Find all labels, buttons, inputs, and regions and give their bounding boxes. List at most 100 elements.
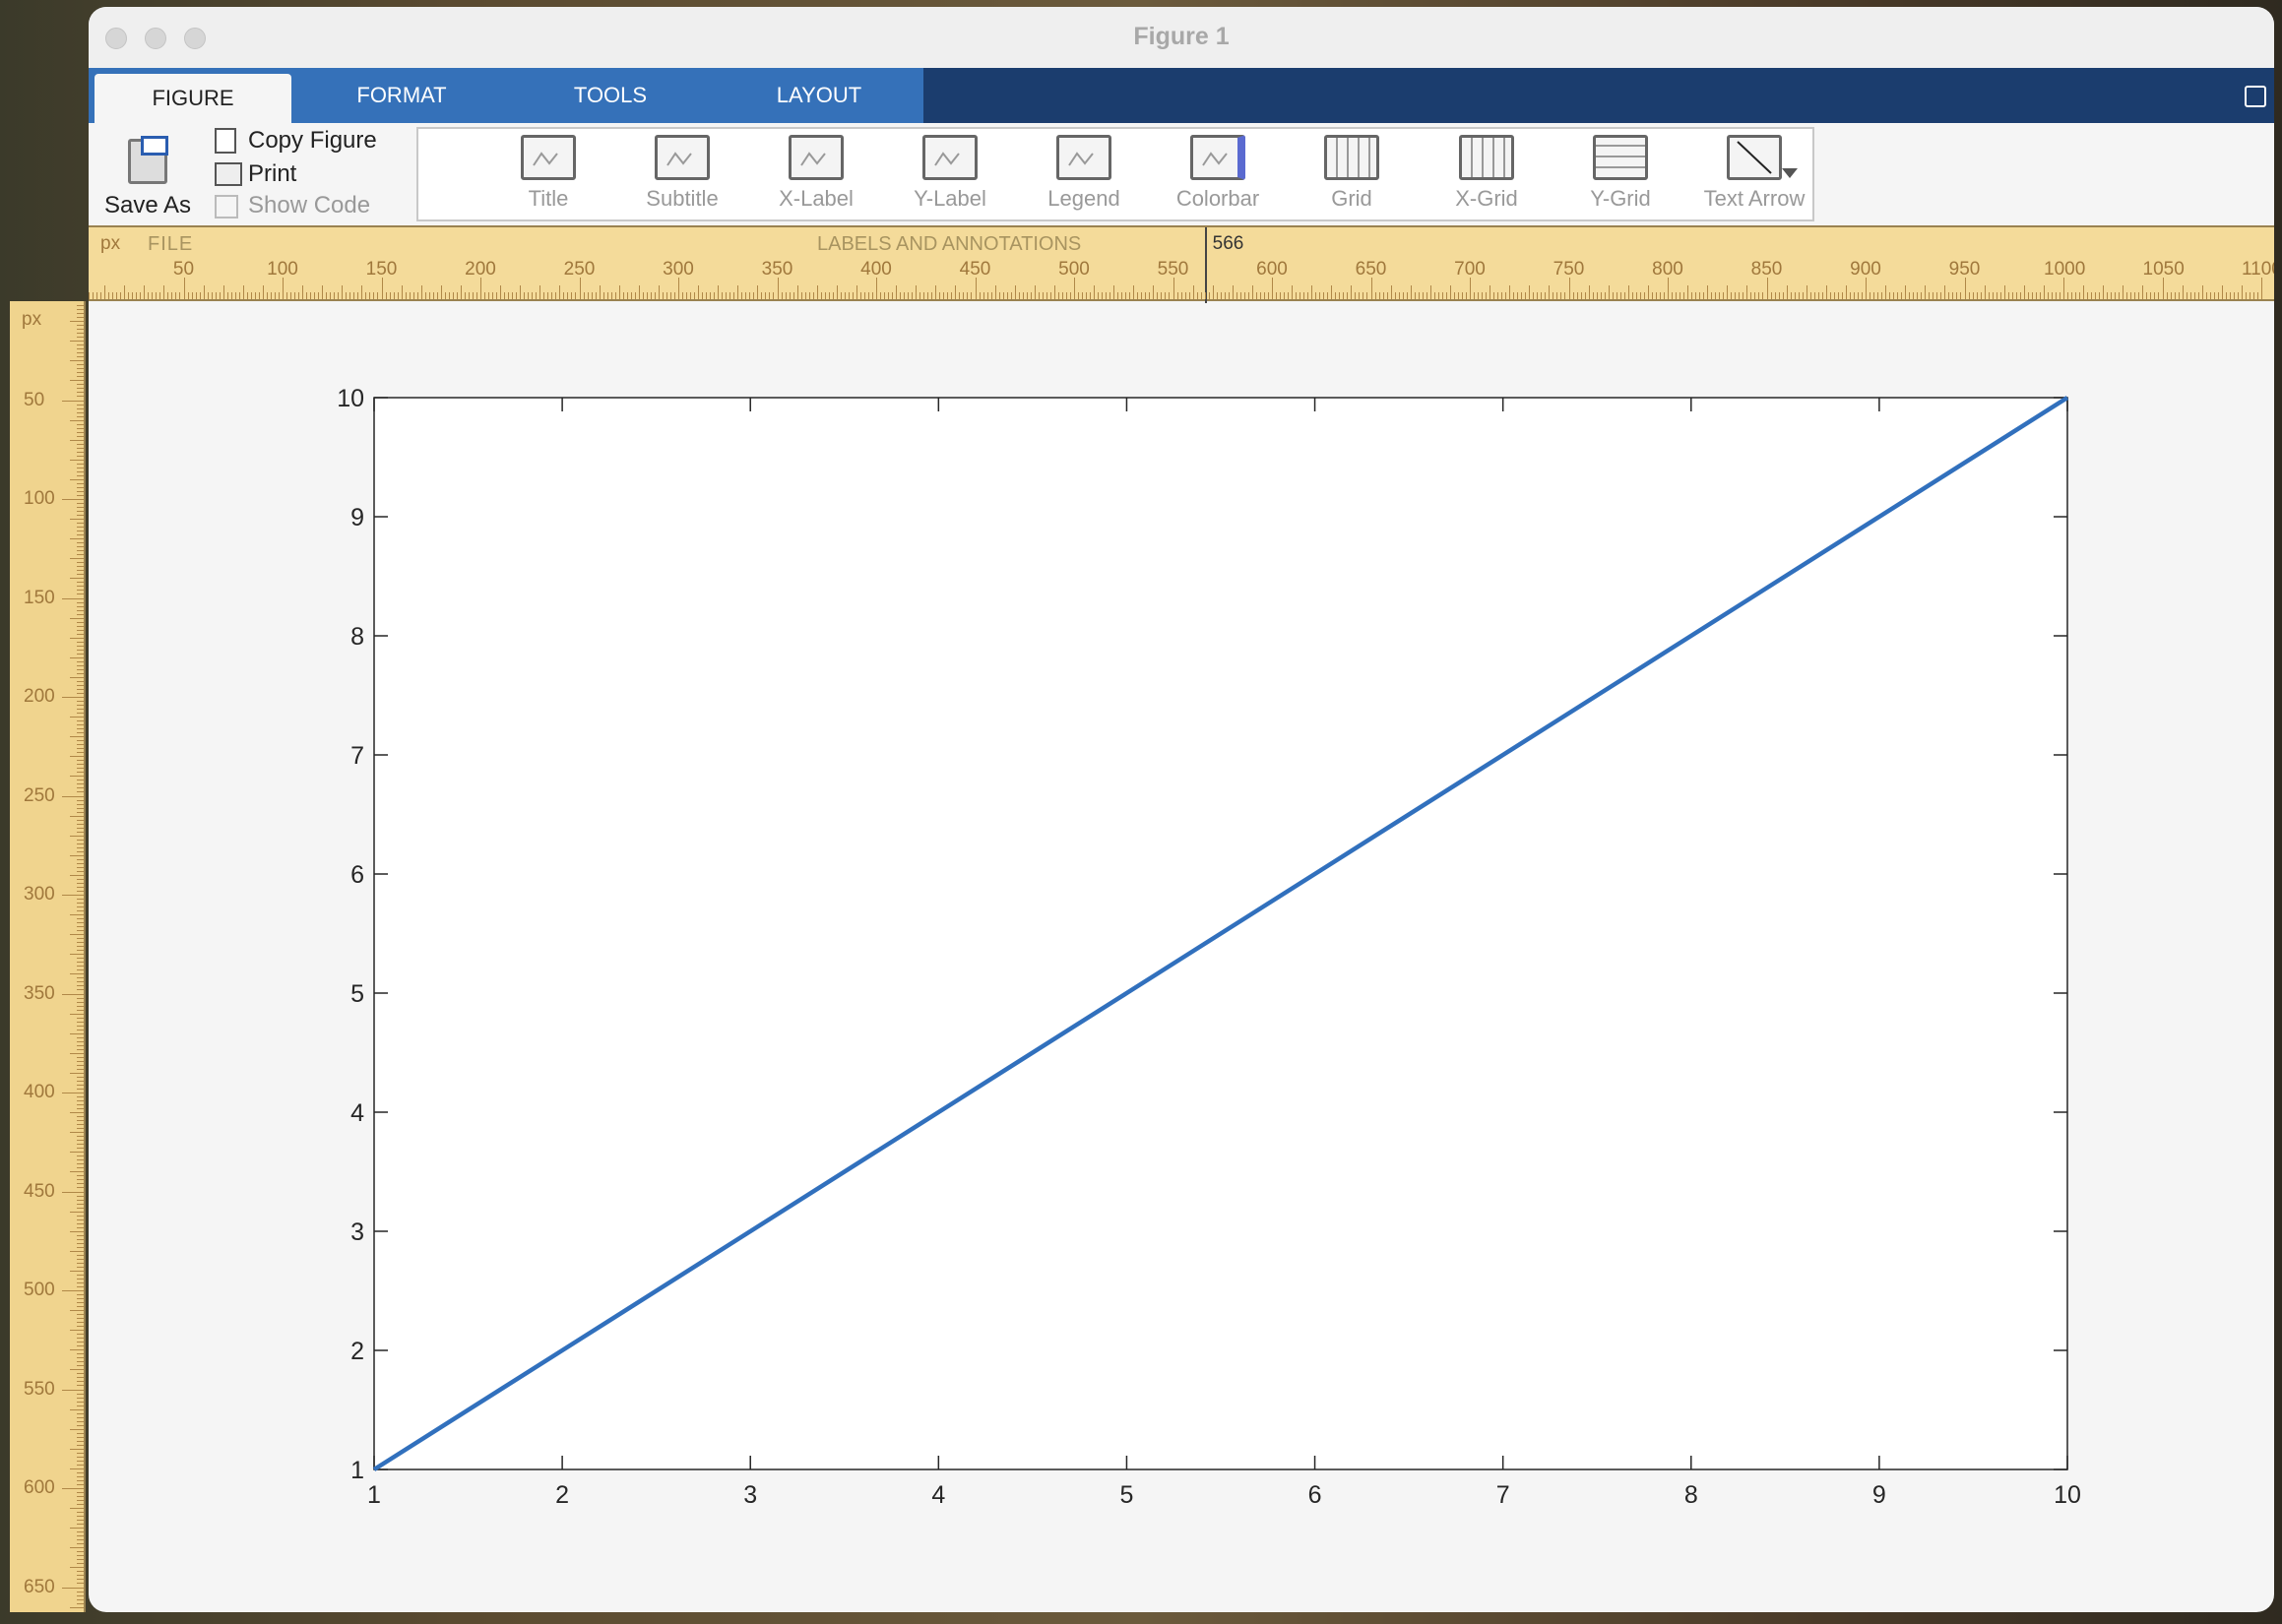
ruler-tick-label: 100 — [267, 259, 298, 280]
horizontal-ruler[interactable]: px FILE LABELS AND ANNOTATIONS 566 50 100… — [89, 225, 2274, 303]
ruler-tick-label: 1050 — [2142, 259, 2185, 280]
series-line — [372, 396, 2069, 1471]
ruler-tick-label: 550 — [1157, 259, 1189, 280]
print-button[interactable]: Print — [215, 158, 412, 190]
gallery-item-text-arrow[interactable]: Text Arrow — [1695, 131, 1813, 219]
ruler-marker-value: 566 — [1212, 233, 1244, 254]
ruler-tick-label: 350 — [24, 982, 55, 1004]
x-tick-label: 4 — [931, 1481, 945, 1509]
save-as-button[interactable]: Save As — [98, 125, 207, 223]
gallery-item-label: Grid — [1331, 186, 1372, 211]
gallery-item-title[interactable]: Title — [489, 131, 607, 219]
y-tick-label: 8 — [350, 623, 364, 651]
undock-icon[interactable] — [2245, 86, 2266, 107]
ruler-tick-label: 950 — [1948, 259, 1981, 280]
ruler-tick-label: 600 — [24, 1477, 55, 1498]
labels-gallery — [416, 127, 1814, 221]
title-bar: Figure 1 — [89, 7, 2274, 68]
gallery-item-label: X-Label — [779, 186, 854, 211]
ruler-unit-dropdown[interactable]: px — [100, 233, 121, 254]
ruler-tick-label: 100 — [24, 488, 55, 509]
x-tick-label: 10 — [2054, 1481, 2081, 1509]
ruler-tick-label: 1100 — [2242, 259, 2274, 280]
vertical-ruler-unit: px — [22, 309, 42, 330]
tab-format[interactable]: FORMAT — [356, 83, 447, 107]
title-icon — [521, 135, 576, 180]
ruler-tick-label: 600 — [1256, 259, 1288, 280]
gallery-item-x-label[interactable]: X-Label — [757, 131, 875, 219]
y-tick-label: 4 — [350, 1099, 364, 1127]
y-tick-label: 2 — [350, 1338, 364, 1365]
ruler-tick-label: 300 — [663, 259, 694, 280]
save-as-label: Save As — [104, 192, 192, 219]
ruler-tick-label: 400 — [24, 1082, 55, 1102]
ruler-tick-label: 50 — [172, 259, 195, 280]
gallery-item-label: Y-Grid — [1590, 186, 1651, 211]
ruler-tick-label: 200 — [465, 259, 496, 280]
gallery-item-y-grid[interactable]: Y-Grid — [1561, 131, 1680, 219]
gallery-item-colorbar[interactable]: Colorbar — [1159, 131, 1277, 219]
gallery-item-label: Y-Label — [914, 186, 986, 211]
ruler-tick-label: 150 — [24, 587, 55, 608]
copy-icon — [215, 128, 236, 154]
gallery-item-x-grid[interactable]: X-Grid — [1427, 131, 1546, 219]
ruler-tick-label: 650 — [24, 1576, 55, 1597]
x-tick-label: 8 — [1684, 1481, 1698, 1509]
tab-figure[interactable]: FIGURE — [95, 74, 291, 123]
x-tick-label: 9 — [1872, 1481, 1886, 1509]
gallery-item-label: Text Arrow — [1703, 186, 1806, 211]
ruler-tick-label: 250 — [563, 259, 596, 280]
x-label-icon — [789, 135, 844, 180]
ruler-tick-label: 1000 — [2044, 259, 2086, 280]
vertical-ruler[interactable]: px 50 100 150 200 250 300 350 400 450 500 550 600 65… — [10, 301, 86, 1612]
ruler-tick-label: 500 — [1058, 259, 1090, 280]
gallery-item-label: X-Grid — [1455, 186, 1518, 211]
floppy-save-icon — [128, 136, 168, 184]
x-tick-label: 2 — [555, 1481, 569, 1509]
ruler-tick-label: 750 — [1553, 259, 1585, 280]
plot-area[interactable]: 1 2 3 4 5 6 7 8 9 10 1 2 3 4 5 6 7 8 9 10 — [89, 7, 2274, 1612]
ruler-tick-label: 850 — [1750, 259, 1783, 280]
ruler-tick-label: 150 — [365, 259, 398, 280]
tab-bar: FIGURE FORMAT TOOLS LAYOUT — [89, 68, 2274, 123]
gallery-expand-button[interactable] — [1782, 168, 1798, 178]
y-tick-label: 7 — [350, 742, 364, 770]
text-arrow-icon — [1727, 135, 1782, 180]
ruler-tick-label: 450 — [24, 1180, 55, 1202]
y-tick-label: 3 — [350, 1218, 364, 1246]
copy-figure-button[interactable]: Copy Figure — [215, 125, 412, 156]
ruler-tick-label: 450 — [959, 259, 991, 280]
gallery-item-grid[interactable]: Grid — [1293, 131, 1411, 219]
ruler-tick-label: 300 — [24, 884, 55, 905]
ruler-tick-label: 900 — [1850, 259, 1881, 280]
x-tick-label: 1 — [367, 1481, 381, 1509]
x-tick-label: 5 — [1119, 1481, 1133, 1509]
minimize-button[interactable] — [145, 28, 166, 49]
copy-figure-label: Copy Figure — [248, 127, 377, 154]
gallery-item-legend[interactable]: Legend — [1025, 131, 1143, 219]
ruler-marker — [1204, 227, 1207, 303]
ruler-tick-label: 200 — [24, 686, 55, 707]
close-button[interactable] — [105, 28, 127, 49]
gallery-item-y-label[interactable]: Y-Label — [891, 131, 1009, 219]
zoom-button[interactable] — [184, 28, 206, 49]
gallery-item-subtitle[interactable]: Subtitle — [623, 131, 741, 219]
x-tick-label: 6 — [1308, 1481, 1322, 1509]
y-grid-icon — [1593, 135, 1648, 180]
x-tick-label: 7 — [1496, 1481, 1510, 1509]
ruler-tick-label: 700 — [1454, 259, 1486, 280]
y-label-icon — [922, 135, 978, 180]
tab-tools[interactable]: TOOLS — [573, 83, 648, 107]
labels-section-label: LABELS AND ANNOTATIONS — [817, 233, 1082, 255]
legend-icon — [1056, 135, 1111, 180]
gallery-item-label: Legend — [1047, 186, 1120, 211]
y-tick-label: 9 — [350, 504, 364, 531]
y-tick-label: 5 — [350, 980, 364, 1008]
gallery-item-label: Subtitle — [646, 186, 719, 211]
ruler-tick-label: 250 — [24, 784, 55, 806]
grid-icon — [1324, 135, 1379, 180]
show-code-checkbox[interactable]: Show Code — [215, 192, 412, 221]
y-tick-label: 6 — [350, 861, 364, 889]
tab-layout[interactable]: LAYOUT — [776, 83, 862, 107]
x-tick-label: 3 — [743, 1481, 757, 1509]
